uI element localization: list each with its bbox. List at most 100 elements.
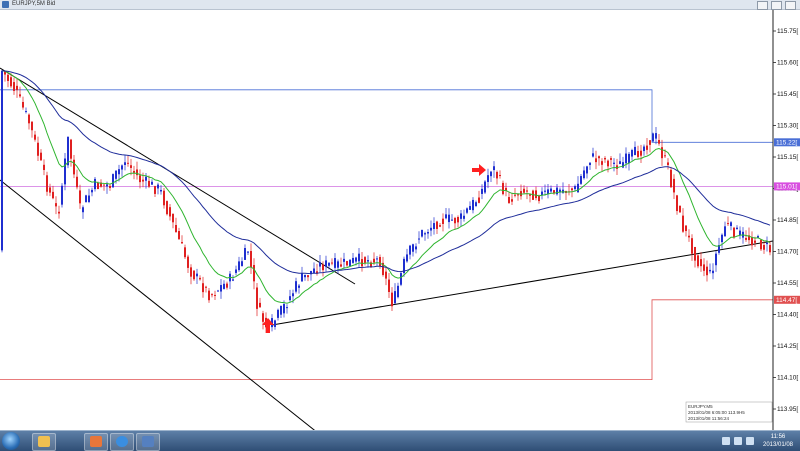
candle-body bbox=[550, 188, 552, 192]
candle-body bbox=[562, 189, 564, 193]
candle-body bbox=[631, 149, 633, 157]
volume-icon[interactable] bbox=[746, 437, 754, 445]
candle-body bbox=[352, 257, 354, 263]
candle-body bbox=[220, 285, 222, 292]
candle-body bbox=[604, 157, 606, 160]
clock[interactable]: 11:56 2013/01/08 bbox=[758, 433, 798, 449]
candle-body bbox=[376, 258, 378, 260]
candle-body bbox=[277, 309, 279, 318]
candle-body bbox=[310, 270, 312, 275]
candle-body bbox=[427, 231, 429, 234]
window-controls bbox=[757, 1, 796, 10]
candle-body bbox=[163, 190, 165, 206]
candle-body bbox=[358, 253, 360, 262]
candle-body bbox=[343, 258, 345, 262]
candle-body bbox=[760, 239, 762, 250]
price-label: 115.22[ bbox=[776, 140, 797, 147]
candle-body bbox=[196, 273, 198, 277]
candle-body bbox=[1, 70, 3, 251]
y-axis-ticks: 115.75[115.60[115.45[115.30[115.15[115.0… bbox=[773, 28, 798, 413]
candle-body bbox=[556, 187, 558, 195]
candle-body bbox=[142, 179, 144, 182]
candle-body bbox=[337, 261, 339, 268]
candle-body bbox=[586, 166, 588, 174]
candle-body bbox=[487, 175, 489, 182]
candle-body bbox=[610, 158, 612, 160]
candle-body bbox=[7, 74, 9, 81]
y-tick-label: 115.60[ bbox=[777, 60, 798, 67]
candle-body bbox=[433, 223, 435, 229]
candle-body bbox=[667, 162, 669, 166]
price-chart[interactable]: ② 115.75[115.60[115.45[115.30[115.15[115… bbox=[0, 10, 800, 430]
trading-platform-icon[interactable] bbox=[136, 433, 160, 451]
candle-body bbox=[751, 236, 753, 246]
candle-body bbox=[682, 215, 684, 232]
tray-icon[interactable] bbox=[722, 437, 730, 445]
candle-body bbox=[151, 181, 153, 185]
candle-body bbox=[397, 285, 399, 298]
candle-body bbox=[133, 170, 135, 173]
candle-body bbox=[322, 264, 324, 271]
candle-body bbox=[94, 178, 96, 190]
candle-body bbox=[652, 133, 654, 142]
channel-lower-line bbox=[0, 179, 315, 430]
candle-body bbox=[616, 165, 618, 169]
candle-body bbox=[454, 217, 456, 224]
candle-body bbox=[238, 261, 240, 271]
candle-body bbox=[679, 205, 681, 213]
maximize-button[interactable] bbox=[771, 1, 782, 10]
candle-body bbox=[85, 195, 87, 203]
candle-body bbox=[211, 294, 213, 296]
y-tick-label: 114.10[ bbox=[777, 375, 798, 382]
window-title: EURJPY,5M Bid bbox=[12, 1, 56, 7]
candle-body bbox=[658, 139, 660, 144]
close-button[interactable] bbox=[785, 1, 796, 10]
candle-body bbox=[526, 190, 528, 192]
candle-body bbox=[232, 279, 234, 281]
candle-body bbox=[361, 259, 363, 267]
y-tick-label: 114.70[ bbox=[777, 249, 798, 256]
candle-body bbox=[43, 164, 45, 171]
candle-body bbox=[463, 215, 465, 219]
clock-date: 2013/01/08 bbox=[762, 442, 794, 448]
minimize-button[interactable] bbox=[757, 1, 768, 10]
candle-body bbox=[508, 197, 510, 203]
candle-body bbox=[448, 214, 450, 223]
candle-body bbox=[148, 180, 150, 187]
browser-icon[interactable] bbox=[110, 433, 134, 451]
candle-body bbox=[619, 161, 621, 165]
ma-layer bbox=[1, 70, 771, 304]
candle-body bbox=[223, 283, 225, 289]
candle-body bbox=[523, 188, 525, 193]
candle-body bbox=[628, 153, 630, 164]
network-icon[interactable] bbox=[734, 437, 742, 445]
candle-body bbox=[304, 274, 306, 278]
candle-body bbox=[325, 260, 327, 267]
candle-body bbox=[316, 271, 318, 274]
candle-body bbox=[205, 286, 207, 288]
start-button[interactable] bbox=[2, 432, 20, 450]
candle-body bbox=[538, 195, 540, 202]
right-arrow-icon bbox=[472, 164, 486, 176]
candle-body bbox=[451, 219, 453, 221]
candle-body bbox=[274, 320, 276, 327]
candle-body bbox=[670, 169, 672, 188]
candle-body bbox=[418, 238, 420, 240]
price-label-box bbox=[774, 182, 800, 191]
candle-body bbox=[334, 258, 336, 268]
candle-body bbox=[64, 158, 66, 185]
candle-body bbox=[544, 190, 546, 192]
candle-body bbox=[340, 264, 342, 267]
candle-body bbox=[112, 174, 114, 188]
candle-body bbox=[634, 146, 636, 156]
candle-body bbox=[403, 258, 405, 274]
explorer-icon[interactable] bbox=[32, 433, 56, 451]
candle-body bbox=[478, 197, 480, 203]
candle-body bbox=[271, 318, 273, 328]
candle-body bbox=[136, 169, 138, 176]
office-icon[interactable] bbox=[84, 433, 108, 451]
candle-body bbox=[490, 171, 492, 177]
candle-body bbox=[622, 162, 624, 168]
candle-body bbox=[208, 290, 210, 301]
candle-body bbox=[193, 270, 195, 280]
